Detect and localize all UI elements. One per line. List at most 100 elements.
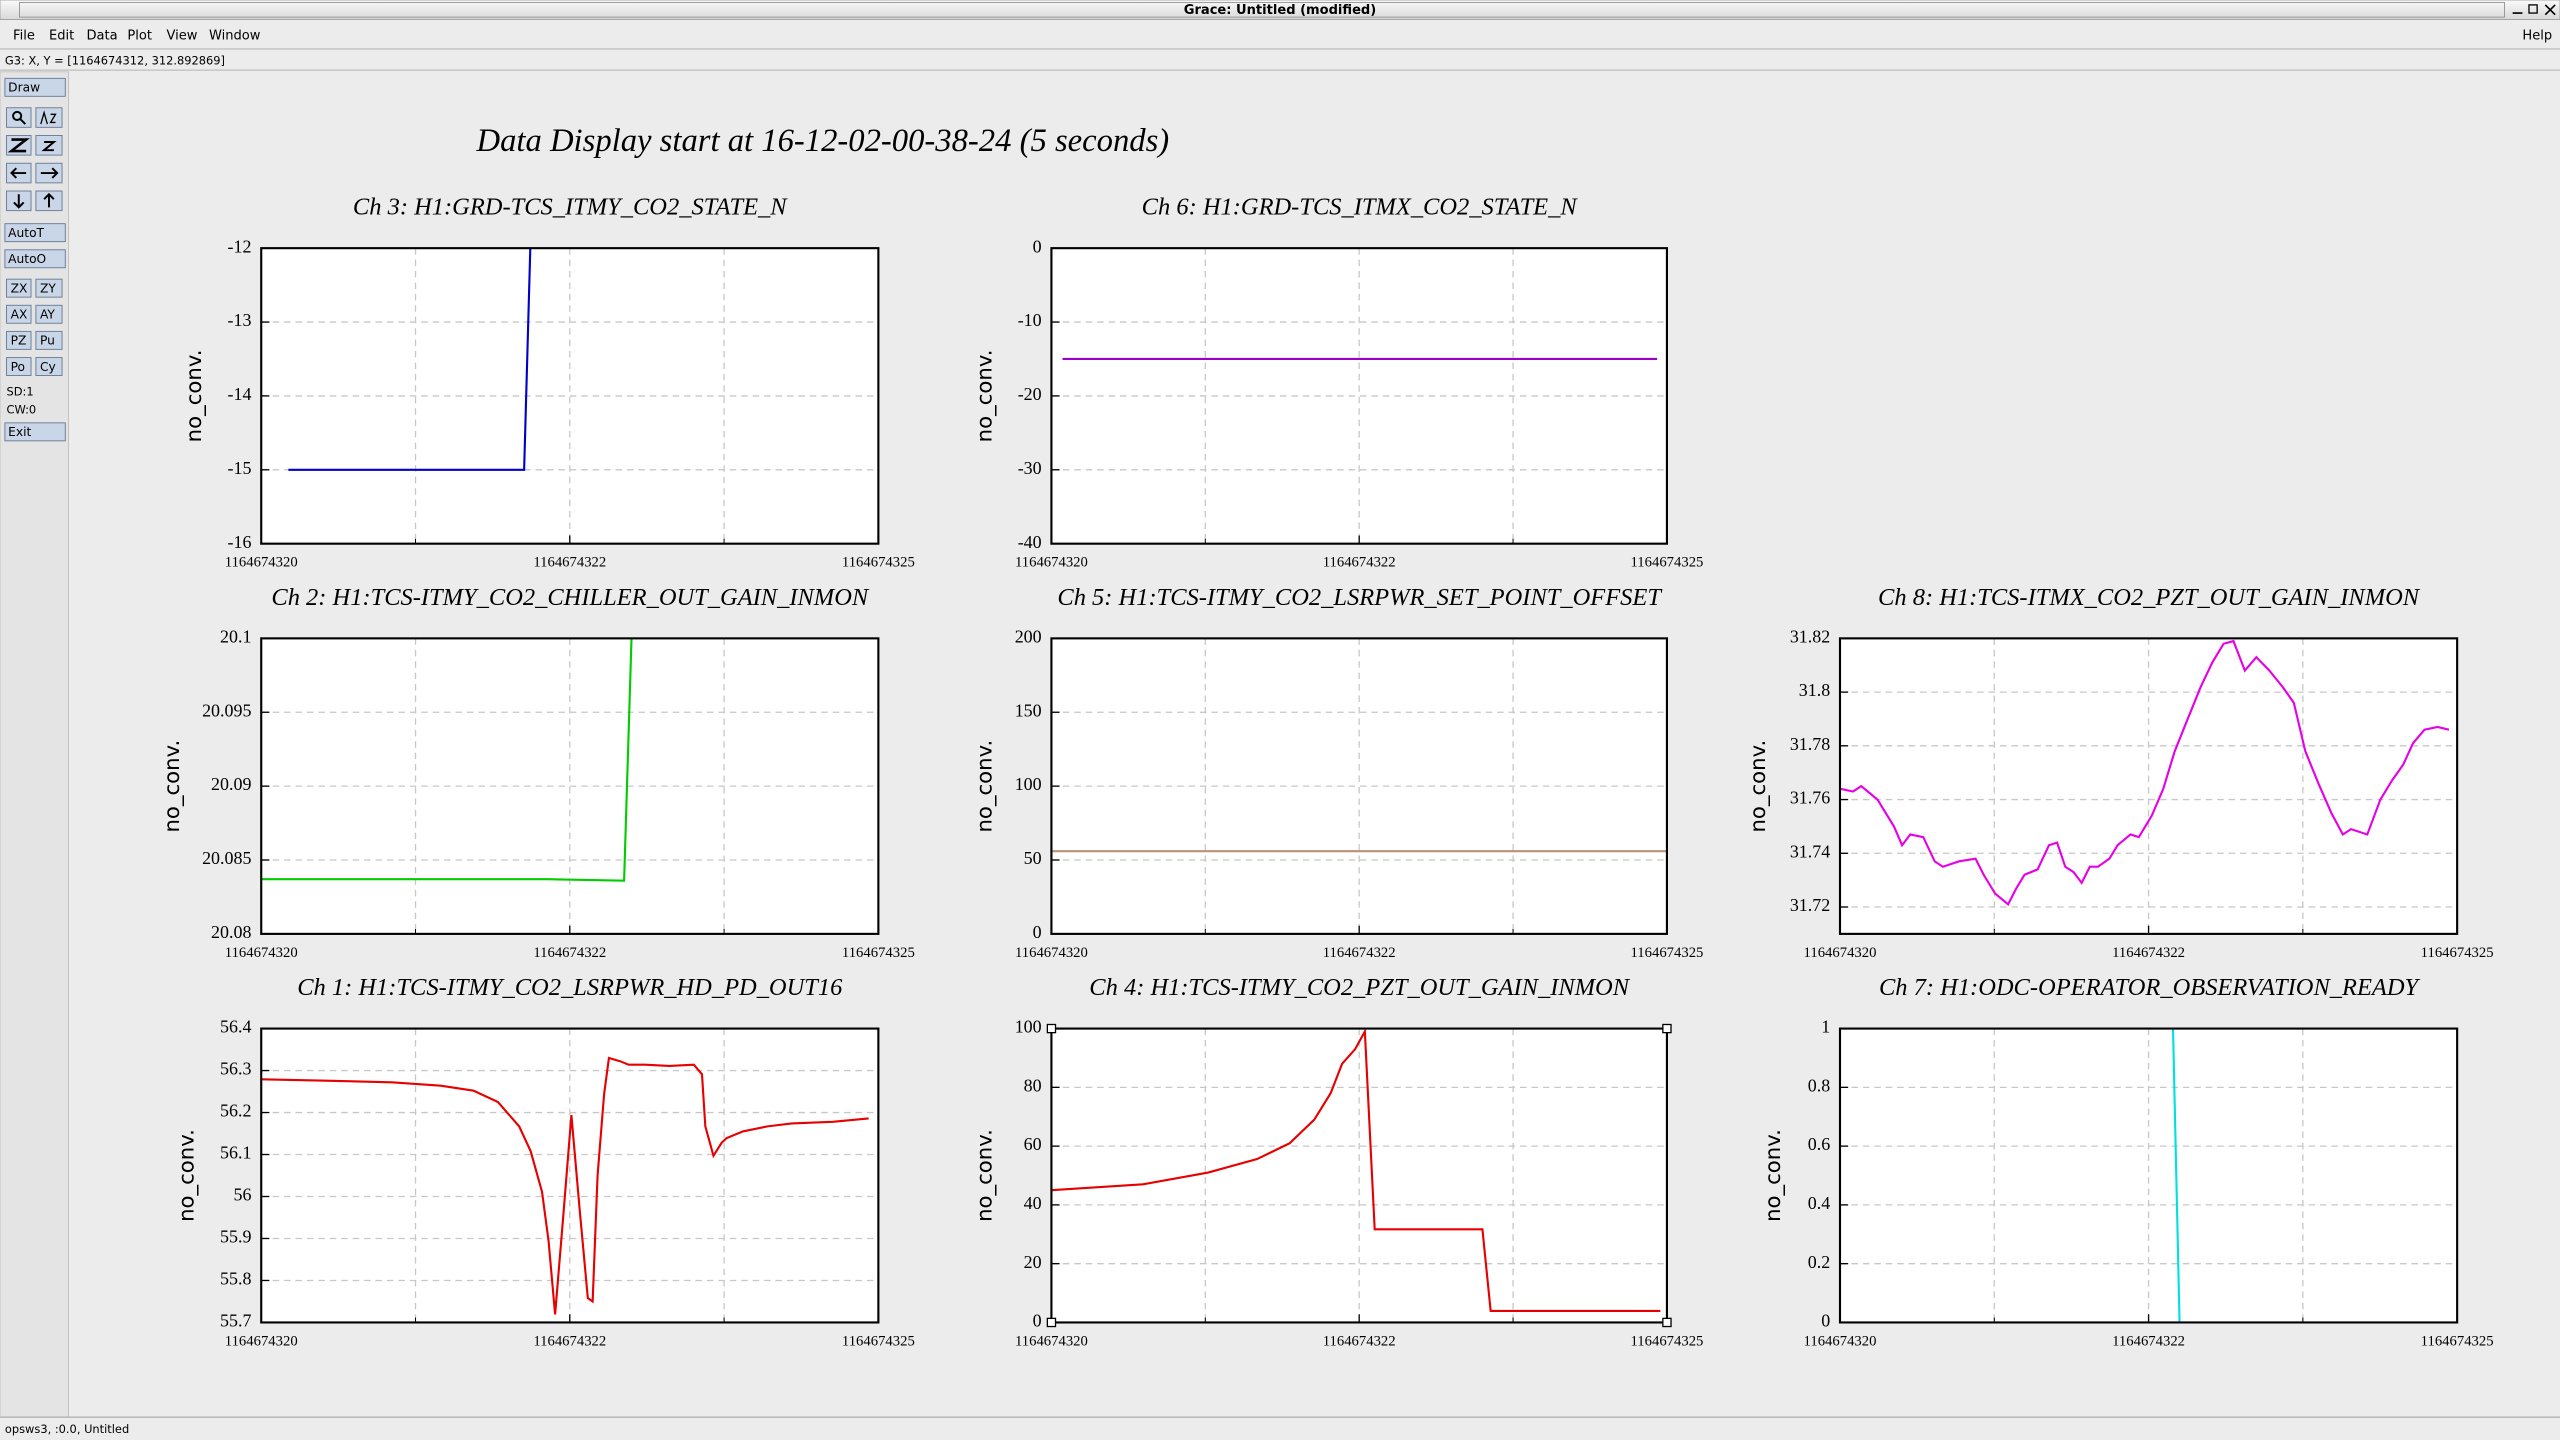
down-arrow-icon [13,194,25,209]
y-tick-label: 20.095 [202,700,251,720]
title-bar [0,0,2560,20]
chart-title: Ch 6: H1:GRD-TCS_ITMX_CO2_STATE_N [1142,194,1579,221]
y-tick-label: 56 [233,1185,251,1205]
toolbar-button[interactable] [4,77,66,97]
toolbar-button[interactable] [6,304,32,324]
toolbar-button-label: Exit [8,425,31,439]
x-tick-label: 1164674325 [2421,1333,2494,1349]
toolbar-button[interactable] [35,304,63,324]
y-tick-label: -12 [228,236,252,256]
x-tick-label: 1164674325 [842,945,915,961]
toolbar-button[interactable] [6,357,32,376]
y-axis-label: no_conv. [972,1129,997,1222]
x-tick-label: 1164674320 [1804,1333,1877,1349]
status-bar: opsws3, :0.0, Untitled [5,1422,129,1436]
chart: Ch 7: H1:ODC-OPERATOR_OBSERVATION_READY 1… [1761,974,2494,1349]
y-axis-label: no_conv. [182,350,207,443]
x-tick-label: 1164674325 [842,555,915,571]
toolbar-button[interactable] [6,330,32,350]
data-line [1051,1028,1661,1313]
data-line [288,248,532,471]
y-tick-label: 55.9 [220,1227,251,1247]
x-tick-label: 1164674322 [533,945,606,961]
x-tick-label: 1164674320 [1015,945,1088,961]
toolbar-button-label: AY [40,308,55,322]
chart-title: Ch 8: H1:TCS-ITMX_CO2_PZT_OUT_GAIN_INMON [1878,584,2421,611]
up-arrow-icon [43,192,55,208]
toolbar-panel [0,71,69,1418]
y-tick-label: -16 [228,532,252,552]
toolbar-button-label: PZ [11,334,27,348]
x-tick-label: 1164674325 [1630,945,1703,961]
y-axis-label: no_conv. [175,1129,200,1222]
plot-frame [1050,1027,1668,1324]
plot-frame [260,247,880,545]
toolbar-button[interactable] [6,278,32,298]
menu-item[interactable]: File [13,28,35,43]
y-axis-label: no_conv. [160,740,185,833]
zoom-in-icon [7,138,30,153]
zoom-button[interactable] [6,107,32,128]
y-tick-label: 0.2 [1808,1252,1830,1272]
chart-title: Ch 5: H1:TCS-ITMY_CO2_LSRPWR_SET_POINT_O… [1057,584,1663,611]
menu-help[interactable]: Help [2522,28,2552,43]
autoscale-icon [40,110,57,125]
y-tick-label: 56.4 [220,1017,251,1037]
y-tick-label: -13 [228,310,252,330]
toolbar-button[interactable] [35,357,63,376]
data-line [1840,639,2450,906]
y-tick-label: 56.2 [220,1101,251,1121]
menu-item[interactable]: Window [209,28,261,43]
left-arrow-icon [10,167,27,179]
y-tick-label: 100 [1015,774,1042,794]
close-button[interactable] [2544,4,2556,16]
x-tick-label: 1164674320 [225,1333,298,1349]
selection-handle [1662,1317,1672,1328]
plot-area [261,1028,879,1323]
chart-title: Ch 2: H1:TCS-ITMY_CO2_CHILLER_OUT_GAIN_I… [271,584,869,611]
y-tick-label: -14 [228,384,252,404]
maximize-button[interactable] [2528,4,2538,14]
chart: Ch 8: H1:TCS-ITMX_CO2_PZT_OUT_GAIN_INMON… [1746,584,2493,961]
chart-title: Ch 1: H1:TCS-ITMY_CO2_LSRPWR_HD_PD_OUT16 [297,974,843,1001]
menu-item[interactable]: View [167,28,198,43]
y-tick-label: 55.8 [220,1269,251,1289]
y-tick-label: 40 [1024,1193,1042,1213]
plot-frame [1838,1027,2459,1324]
plot-area [1840,1028,2458,1323]
y-tick-label: 0.4 [1808,1193,1830,1213]
y-tick-label: 20.1 [220,626,251,646]
x-tick-label: 1164674320 [1015,1333,1088,1349]
y-tick-label: 0 [1033,1311,1042,1331]
x-tick-label: 1164674320 [225,555,298,571]
toolbar-button[interactable] [35,330,63,350]
window-title: Grace: Untitled (modified) [1184,3,1376,18]
y-axis-label: no_conv. [972,740,997,833]
selection-handle [1046,1317,1057,1328]
y-tick-label: 31.76 [1790,788,1830,808]
x-tick-label: 1164674325 [1630,555,1703,571]
menu-item[interactable]: Data [87,28,118,43]
toolbar-button[interactable] [4,223,66,243]
toolbar-button-label: Cy [40,360,56,374]
chart: Ch 2: H1:TCS-ITMY_CO2_CHILLER_OUT_GAIN_I… [160,584,915,961]
data-line [2171,1028,2181,1323]
y-tick-label: 50 [1024,848,1042,868]
plot-frame [260,1027,880,1324]
chart: Ch 3: H1:GRD-TCS_ITMY_CO2_STATE_N 1164674… [182,194,915,571]
toolbar-button[interactable] [4,249,66,269]
menu-item[interactable]: Edit [49,28,74,43]
toolbar-button[interactable] [35,278,63,298]
right-arrow-icon [40,167,59,179]
autoscale-button[interactable] [35,107,63,128]
menu-item[interactable]: Plot [127,28,152,43]
x-tick-label: 1164674325 [842,1333,915,1349]
y-tick-label: 100 [1015,1017,1042,1037]
y-tick-label: 0 [1033,922,1042,942]
toolbar-button[interactable] [4,422,66,442]
y-tick-label: 31.74 [1790,841,1830,861]
toolbar-button-label: ZX [11,281,28,295]
y-tick-label: 150 [1015,700,1042,720]
y-tick-label: -40 [1018,532,1042,552]
